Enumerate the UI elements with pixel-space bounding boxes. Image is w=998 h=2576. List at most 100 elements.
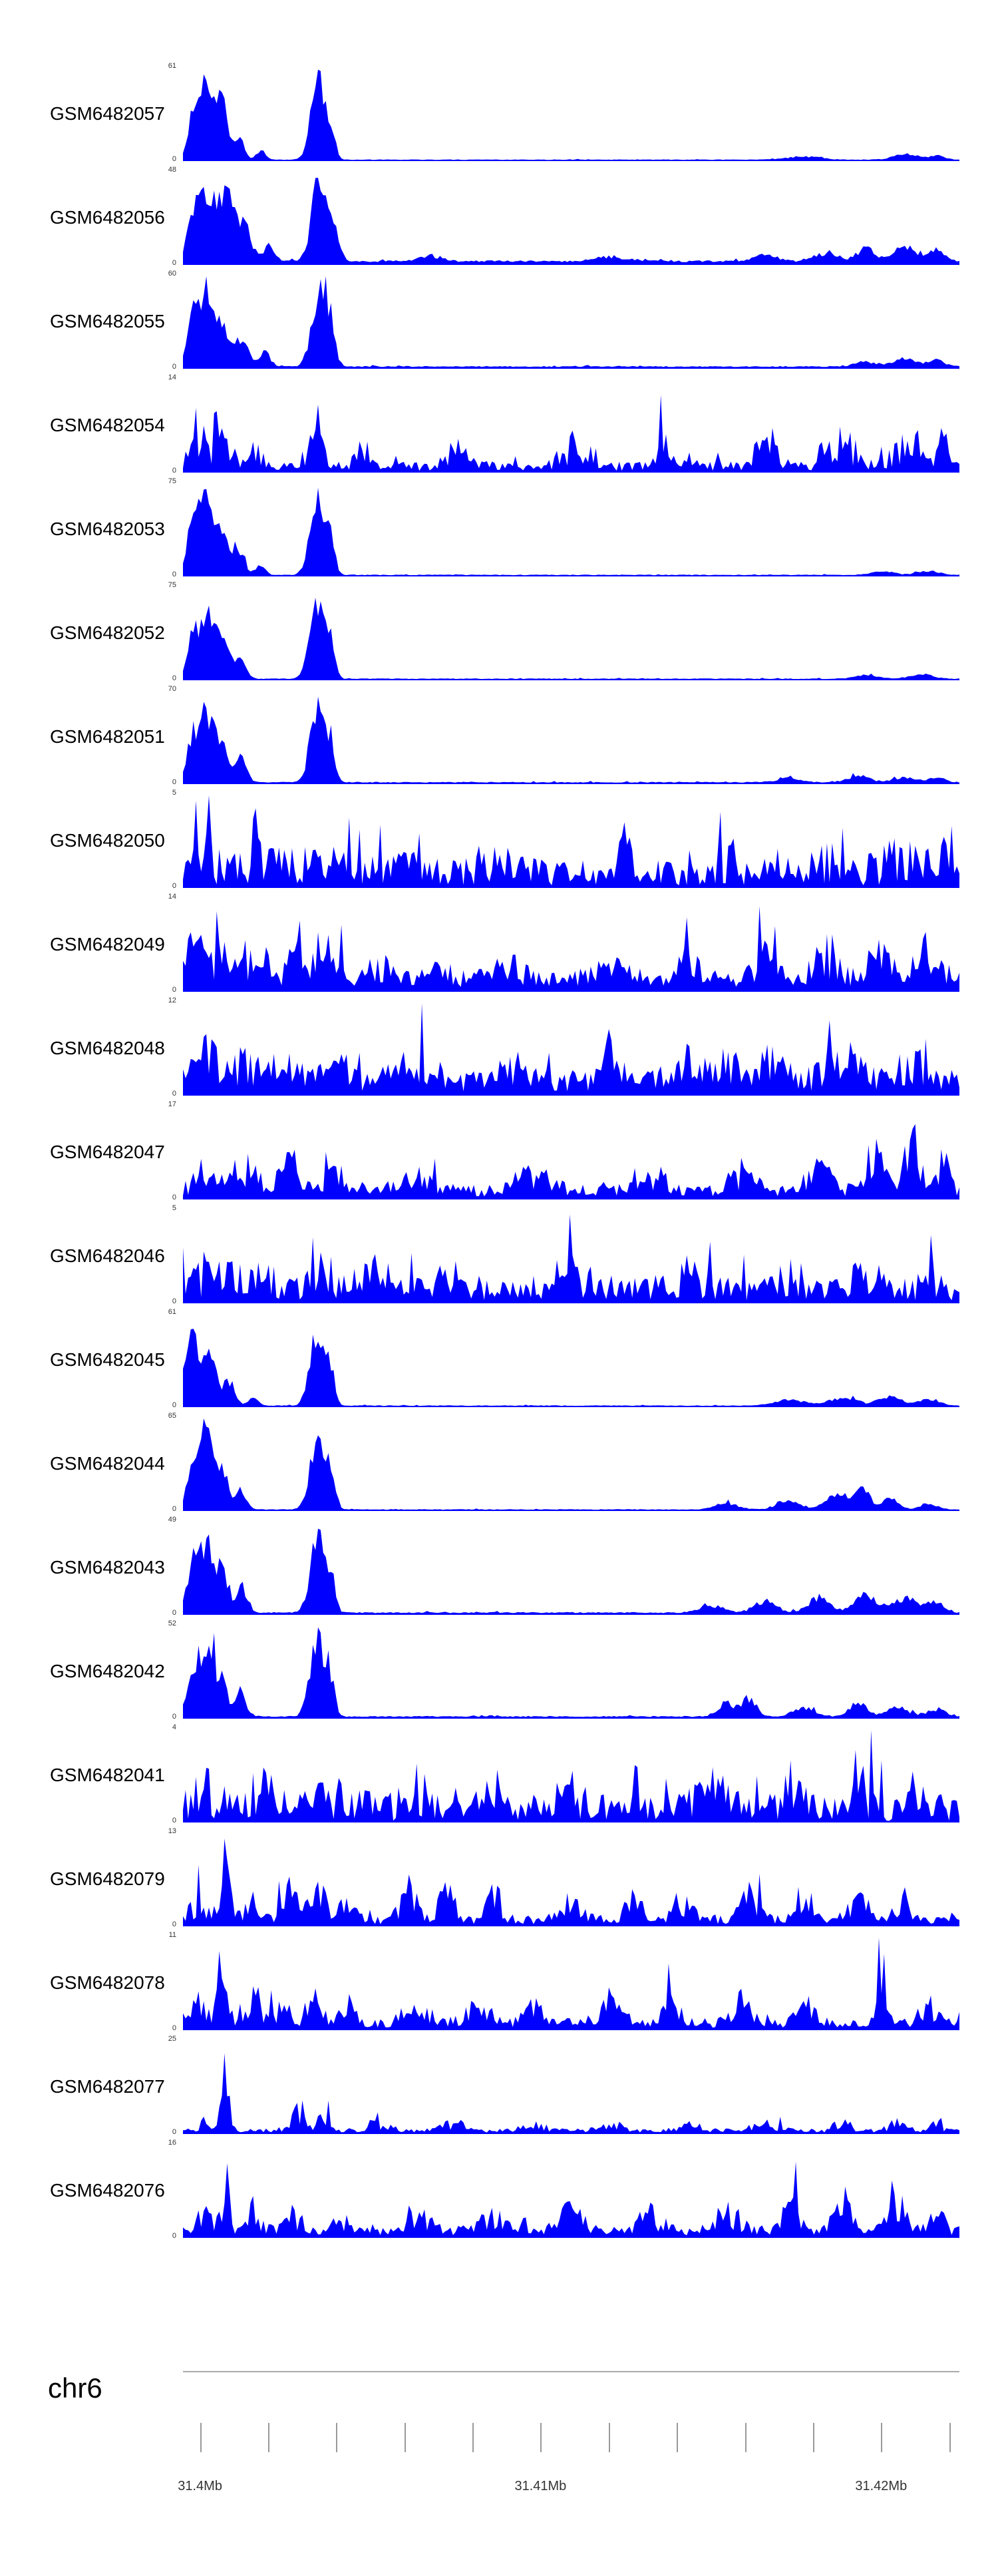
track-ymin-value: 0 [172,467,176,475]
track-label: GSM6482053 [50,519,165,539]
track-label: GSM6482046 [50,1245,165,1266]
track-label: GSM6482045 [50,1349,165,1370]
track-ymax-value: 61 [168,62,176,70]
track-ymin-value: 0 [172,1297,176,1305]
track-ymax-value: 70 [168,685,176,693]
track-row-GSM6482041: GSM6482041 4 0 [0,1723,998,1825]
track-row-GSM6482078: GSM6482078 11 0 [0,1931,998,2032]
track-ymin-value: 0 [172,1505,176,1513]
axis-tick-label: 31.4Mb [178,2479,222,2493]
track-signal [183,2161,959,2238]
track-ymin-value: 0 [172,1817,176,1825]
chromosome-label: chr6 [48,2372,102,2404]
track-ymax-value: 48 [168,166,176,174]
axis-tick [404,2423,406,2452]
track-signal [183,1003,959,1096]
track-label: GSM6482042 [50,1661,165,1681]
track-ymax-value: 4 [172,1723,176,1731]
track-ymax-value: 16 [168,2139,176,2147]
track-ymax-value: 5 [172,789,176,797]
track-row-GSM6482079: GSM6482079 13 0 [0,1827,998,1928]
track-label: GSM6482052 [50,622,165,643]
track-signal [183,487,959,576]
track-ymin-value: 0 [172,1713,176,1721]
track-label: GSM6482050 [50,830,165,851]
track-label: GSM6482055 [50,311,165,331]
axis-tick-label: 31.41Mb [514,2479,567,2493]
track-ymin-value: 0 [172,2128,176,2136]
track-label: GSM6482078 [50,1972,165,1993]
track-label: GSM6482077 [50,2076,165,2097]
track-signal [183,795,959,888]
track-label: GSM6482051 [50,726,165,747]
track-row-GSM6482044: GSM6482044 65 0 [0,1412,998,1513]
track-ymax-value: 17 [168,1100,176,1108]
track-row-GSM6482053: GSM6482053 75 0 [0,477,998,578]
track-signal [183,1938,959,2030]
track-ymin-value: 0 [172,2232,176,2240]
track-signal [183,1329,959,1407]
track-label: GSM6482049 [50,934,165,955]
track-row-GSM6482054: GSM6482054 14 0 [0,373,998,475]
track-ymin-value: 0 [172,259,176,267]
axis-tick [200,2423,202,2452]
track-ymin-value: 0 [172,1193,176,1201]
track-ymax-value: 52 [168,1619,176,1627]
track-ymax-value: 5 [172,1204,176,1212]
axis-tick-label: 31.42Mb [855,2479,908,2493]
track-ymax-value: 75 [168,581,176,589]
track-label: GSM6482044 [50,1453,165,1474]
track-signal [183,696,959,784]
track-signal [183,1528,959,1615]
track-ymin-value: 0 [172,363,176,371]
track-signal [183,69,959,161]
track-row-GSM6482076: GSM6482076 16 0 [0,2139,998,2240]
track-ymax-value: 11 [168,1931,176,1939]
track-signal [183,178,959,265]
track-ymin-value: 0 [172,1090,176,1098]
track-ymin-value: 0 [172,1609,176,1617]
track-signal [183,1730,959,1823]
track-ymax-value: 13 [168,1827,176,1835]
axis-tick [336,2423,338,2452]
axis-tick [745,2423,747,2452]
track-ymax-value: 61 [168,1308,176,1316]
track-row-GSM6482049: GSM6482049 14 0 [0,893,998,994]
axis-tick [881,2423,883,2452]
track-row-GSM6482046: GSM6482046 5 0 [0,1204,998,1305]
track-row-GSM6482057: GSM6482057 61 0 [0,62,998,163]
track-ymin-value: 0 [172,986,176,994]
track-label: GSM6482043 [50,1557,165,1578]
track-label: GSM6482048 [50,1038,165,1058]
track-label: GSM6482057 [50,103,165,124]
track-ymax-value: 14 [168,893,176,901]
track-ymax-value: 14 [168,373,176,381]
track-signal [183,597,959,680]
track-signal [183,1838,959,1926]
track-ymax-value: 65 [168,1412,176,1420]
track-ymin-value: 0 [172,2024,176,2032]
axis-tick [608,2423,610,2452]
axis-tick [540,2423,542,2452]
track-row-GSM6482045: GSM6482045 61 0 [0,1308,998,1409]
track-label: GSM6482079 [50,1868,165,1889]
axis-tick [949,2423,951,2452]
track-ymax-value: 25 [168,2035,176,2043]
track-ymax-value: 12 [168,996,176,1004]
track-row-GSM6482050: GSM6482050 5 0 [0,789,998,890]
track-ymin-value: 0 [172,674,176,682]
track-label: GSM6482076 [50,2180,165,2201]
axis-tick [677,2423,679,2452]
track-row-GSM6482042: GSM6482042 52 0 [0,1619,998,1721]
axis-tick [268,2423,269,2452]
track-ymin-value: 0 [172,882,176,890]
track-ymin-value: 0 [172,155,176,163]
track-label: GSM6482054 [50,415,165,435]
track-ymin-value: 0 [172,1401,176,1409]
track-label: GSM6482047 [50,1142,165,1162]
track-signal [183,276,959,369]
track-signal [183,1627,959,1719]
track-ymin-value: 0 [172,570,176,578]
axis-tick [812,2423,814,2452]
